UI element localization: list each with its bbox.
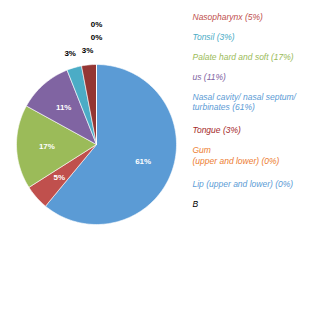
svg-text:3%: 3%	[82, 46, 94, 55]
svg-text:0%: 0%	[91, 33, 103, 42]
svg-text:Gum(upper and lower) (0%): Gum(upper and lower) (0%)	[193, 145, 280, 165]
svg-text:us (11%): us (11%)	[193, 72, 227, 82]
svg-text:61%: 61%	[135, 157, 151, 166]
svg-text:Nasopharynx (5%): Nasopharynx (5%)	[193, 12, 264, 22]
svg-text:Tonsil (3%): Tonsil (3%)	[193, 32, 235, 42]
svg-text:0%: 0%	[91, 20, 103, 29]
svg-text:Tongue (3%): Tongue (3%)	[193, 125, 242, 135]
svg-text:3%: 3%	[64, 49, 76, 58]
svg-text:17%: 17%	[39, 142, 55, 151]
svg-text:5%: 5%	[54, 173, 66, 182]
svg-text:Palate hard and soft (17%): Palate hard and soft (17%)	[193, 52, 294, 62]
svg-text:11%: 11%	[56, 103, 72, 112]
svg-text:Nasal cavity/ nasal septum/tur: Nasal cavity/ nasal septum/turbinates (6…	[193, 92, 298, 112]
svg-text:B: B	[193, 199, 199, 209]
svg-text:Lip (upper and lower) (0%): Lip (upper and lower) (0%)	[193, 179, 294, 189]
